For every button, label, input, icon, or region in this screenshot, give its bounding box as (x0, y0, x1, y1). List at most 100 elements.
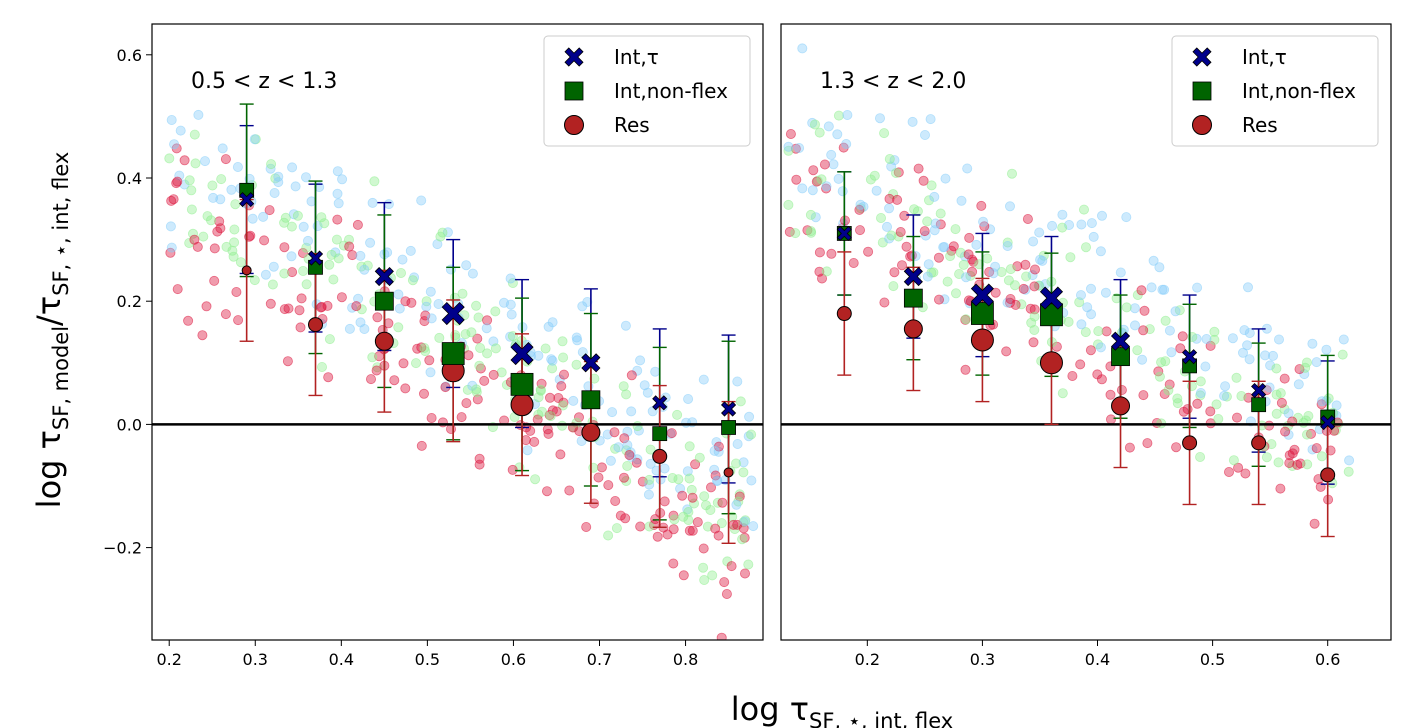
scatter-point (698, 374, 709, 385)
scatter-point (588, 462, 599, 473)
scatter-point (950, 224, 961, 235)
scatter-point (621, 389, 632, 400)
scatter-point (166, 195, 177, 206)
x-axis-label: log τSF, ⋆, int, flex (731, 690, 953, 728)
scatter-point (644, 474, 655, 485)
scatter-point (323, 372, 334, 383)
scatter-point (545, 411, 556, 422)
scatter-point (1224, 466, 1235, 477)
scatter-point (393, 289, 404, 300)
scatter-point (1301, 357, 1312, 368)
scatter-point (558, 352, 569, 363)
scatter-point (739, 516, 750, 527)
scatter-point (1130, 320, 1141, 331)
scatter-point (473, 312, 484, 323)
scatter-point (475, 363, 486, 374)
scatter-point (406, 297, 417, 308)
scatter-point (683, 515, 694, 526)
scatter-point (1228, 455, 1239, 466)
scatter-point (571, 359, 582, 370)
scatter-point (324, 259, 335, 270)
scatter-point (1075, 359, 1086, 370)
redshift-annotation: 1.3 < z < 2.0 (820, 69, 966, 94)
tau-marker (970, 283, 994, 307)
scatter-point (426, 313, 437, 324)
scatter-point (1233, 462, 1244, 473)
y-tick-label: 0.4 (117, 169, 142, 188)
scatter-point (783, 199, 794, 210)
scatter-point (1034, 227, 1045, 238)
scatter-point (1195, 451, 1206, 462)
scatter-point (400, 296, 411, 307)
scatter-point (807, 185, 818, 196)
res-marker (308, 317, 324, 333)
scatter-point (581, 522, 592, 533)
scatter-point (461, 260, 472, 271)
scatter-point (233, 315, 244, 326)
scatter-point (1026, 317, 1037, 328)
scatter-point (331, 234, 342, 245)
scatter-point (1205, 406, 1216, 417)
scatter-point (848, 257, 859, 268)
scatter-point (1085, 345, 1096, 356)
scatter-point (832, 129, 843, 140)
scatter-point (619, 472, 630, 483)
scatter-point (659, 463, 670, 474)
scatter-point (875, 113, 886, 124)
scatter-point (810, 212, 821, 223)
scatter-point (673, 474, 684, 485)
scatter-point (1337, 349, 1348, 360)
scatter-point (259, 235, 270, 246)
scatter-point (186, 204, 197, 215)
x-tick-label: 0.3 (243, 650, 268, 669)
scatter-point (897, 260, 908, 271)
tau-marker (307, 250, 324, 266)
scatter-point (1121, 302, 1132, 313)
scatter-point (542, 424, 553, 435)
scatter-point (712, 476, 723, 487)
scatter-point (1186, 381, 1197, 392)
scatter-point (717, 497, 728, 508)
scatter-point (1028, 337, 1039, 348)
scatter-point (879, 297, 890, 308)
tau-marker (510, 341, 534, 366)
scatter-point (1200, 361, 1211, 372)
scatter-point (652, 531, 663, 542)
y-tick-label: 0.0 (117, 415, 142, 434)
scatter-point (1154, 371, 1165, 382)
scatter-point (666, 428, 677, 439)
scatter-point (683, 393, 694, 404)
scatter-point (1080, 327, 1091, 338)
scatter-point (942, 276, 953, 287)
scatter-point (1182, 404, 1193, 415)
tau-marker (581, 353, 601, 373)
scatter-point (988, 268, 999, 279)
scatter-point (302, 235, 313, 246)
legend-tau-marker (564, 47, 584, 67)
scatter-point (189, 234, 200, 245)
scatter-point (367, 352, 378, 363)
scatter-point (328, 274, 339, 285)
scatter-point (481, 323, 492, 334)
scatter-point (205, 215, 216, 226)
scatter-point (746, 429, 757, 440)
scatter-point (1139, 305, 1150, 316)
scatter-point (249, 134, 260, 145)
scatter-point (871, 185, 882, 196)
scatter-point (347, 250, 358, 261)
scatter-point (1274, 334, 1285, 345)
x-tick-label: 0.5 (415, 650, 440, 669)
scatter-point (797, 183, 808, 194)
scatter-point (1106, 414, 1117, 425)
scatter-point (1095, 246, 1106, 257)
y-tick-label: 0.6 (117, 46, 142, 65)
scatter-point (215, 194, 226, 205)
scatter-point (249, 275, 260, 286)
scatter-point (367, 197, 378, 208)
scatter-point (1116, 384, 1127, 395)
scatter-point (1136, 285, 1147, 296)
scatter-point (1261, 452, 1272, 463)
scatter-point (842, 110, 853, 121)
right-panel: 0.2 0.3 0.4 0.5 0.6 1.3 < z < 2.0 Int,τ Int,non… (780, 23, 1392, 669)
y-tick-label: 0.2 (117, 292, 142, 311)
